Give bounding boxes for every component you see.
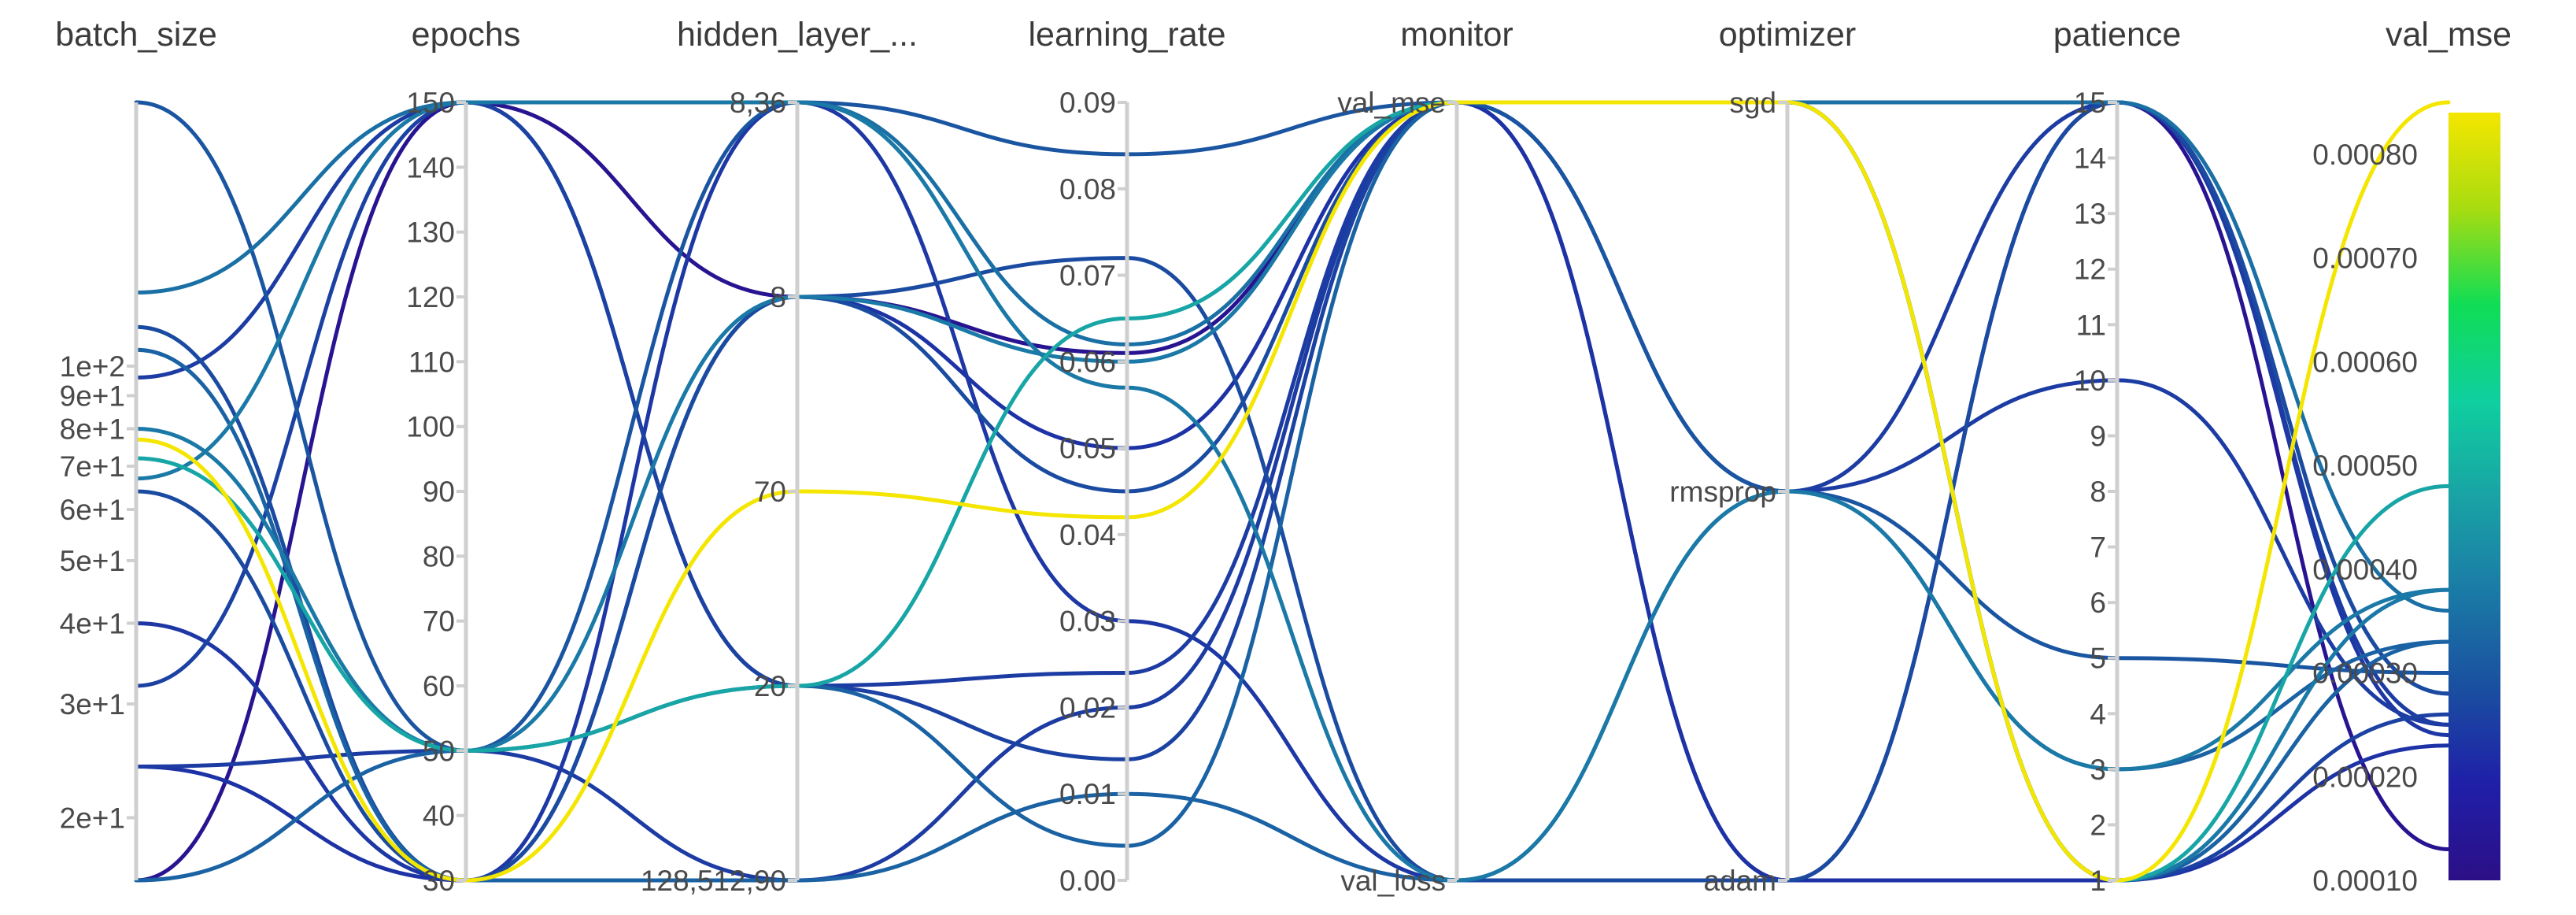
tick-label: 2e+1: [60, 802, 125, 834]
axis-title[interactable]: hidden_layer_...: [677, 16, 918, 54]
tick-label: 10: [2074, 365, 2106, 397]
axis-learning-rate: learning_rate 0.00 0.01 0.02 0.03 0.04 0.05 0.0…: [1028, 16, 1225, 897]
tick-label: 40: [423, 800, 455, 832]
tick-label: 90: [423, 476, 455, 508]
tick-label: 12: [2074, 254, 2106, 286]
tick-label: 50: [423, 735, 455, 767]
tick-label: 110: [408, 346, 455, 378]
tick-label: 9e+1: [60, 380, 125, 413]
tick-label: 0.06: [1059, 346, 1116, 378]
tick-label: val_mse: [1337, 87, 1446, 119]
tick-label: 5e+1: [60, 545, 125, 577]
tick-label: 0.09: [1059, 87, 1116, 119]
tick-label: 0.08: [1059, 173, 1116, 206]
tick-label: 0.00060: [2312, 346, 2418, 378]
tick-label: 150: [406, 87, 455, 119]
tick-label: 0.00040: [2312, 554, 2418, 586]
axis-title[interactable]: monitor: [1400, 16, 1513, 54]
axis-val-mse: val_mse 0.00010 0.00020 0.00030 0.00040 0.000…: [2312, 16, 2511, 897]
tick-label: 0.00030: [2312, 658, 2418, 690]
tick-label: 8,36: [730, 87, 786, 119]
axis-optimizer: optimizer adam rmsprop sgd: [1669, 16, 1856, 897]
tick-label: 4: [2090, 698, 2106, 730]
tick-label: 70: [754, 476, 786, 508]
tick-label: 0.04: [1059, 519, 1116, 551]
axis-title[interactable]: learning_rate: [1028, 16, 1225, 54]
axis-title[interactable]: optimizer: [1719, 16, 1856, 54]
tick-label: 8e+1: [60, 413, 125, 445]
tick-label: val_loss: [1340, 865, 1446, 897]
tick-label: 0.00010: [2312, 865, 2418, 897]
tick-label: 1: [2090, 865, 2106, 897]
tick-label: 0.01: [1059, 778, 1116, 810]
tick-label: 0.00050: [2312, 450, 2418, 482]
trial-line-9[interactable]: [134, 100, 2451, 883]
axis-title[interactable]: batch_size: [55, 16, 217, 54]
tick-label: 120: [406, 281, 455, 313]
axis-hidden-layer-sizes: hidden_layer_... 128,512,90 20 70 8 8,36: [641, 16, 918, 897]
trial-line-7[interactable]: [134, 100, 2451, 883]
axis-epochs: epochs 30 40 50 60 70 80 90 100 110 120 130 140 150: [406, 16, 520, 897]
tick-label: 100: [406, 411, 455, 443]
tick-label: 11: [2076, 309, 2106, 341]
axis-title[interactable]: epochs: [412, 16, 521, 54]
tick-label: 128,512,90: [641, 865, 786, 897]
tick-label: 0.00080: [2312, 139, 2418, 171]
tick-label: 0.07: [1059, 260, 1116, 292]
tick-label: 8: [2090, 476, 2106, 508]
trial-line-1[interactable]: [134, 100, 2451, 753]
colorbar-strip: [2448, 113, 2500, 880]
colorbar: [2448, 113, 2500, 880]
axis-batch-size: batch_size 2e+1 3e+1 4e+1 5e+1 6e+1 7e+1 8e+19e…: [55, 16, 217, 880]
tick-label: 0.00: [1059, 865, 1116, 897]
tick-label: 13: [2074, 198, 2106, 230]
tick-label: 0.00020: [2312, 761, 2418, 793]
axis-title[interactable]: patience: [2053, 16, 2182, 54]
tick-label: 0.05: [1059, 432, 1116, 465]
tick-label: 4e+1: [60, 607, 125, 639]
tick-label: 2: [2090, 809, 2106, 841]
tick-label: 6: [2090, 587, 2106, 619]
tick-label: 14: [2074, 143, 2106, 175]
tick-label: 80: [423, 540, 455, 572]
tick-label: rmsprop: [1669, 476, 1776, 508]
tick-label: 6e+1: [60, 494, 125, 526]
tick-label: 3e+1: [60, 688, 125, 721]
axis-title[interactable]: val_mse: [2386, 16, 2511, 54]
tick-label: 70: [423, 606, 455, 638]
tick-label: 20: [754, 670, 786, 702]
tick-label: 9: [2090, 420, 2106, 452]
tick-label: 5: [2090, 643, 2106, 675]
tick-label: 140: [406, 151, 455, 183]
tick-label: 15: [2074, 87, 2106, 119]
tick-label: 0.03: [1059, 606, 1116, 638]
tick-label: 0.00070: [2312, 243, 2418, 275]
tick-label: 30: [423, 865, 455, 897]
tick-label: 1e+2: [60, 350, 125, 383]
tick-label: 8: [770, 281, 786, 313]
tick-label: 60: [423, 670, 455, 702]
tick-label: 0.02: [1059, 691, 1116, 724]
tick-label: 130: [406, 217, 455, 249]
tick-label: sgd: [1729, 87, 1776, 119]
tick-label: 7e+1: [60, 450, 125, 483]
tick-label: 7: [2090, 532, 2106, 564]
axes-group: batch_size2e+13e+14e+15e+16e+17e+18e+19e…: [55, 16, 2511, 897]
tick-label: 3: [2090, 754, 2106, 786]
axis-monitor: monitor val_loss val_mse: [1337, 16, 1513, 897]
tick-label: adam: [1703, 865, 1776, 897]
